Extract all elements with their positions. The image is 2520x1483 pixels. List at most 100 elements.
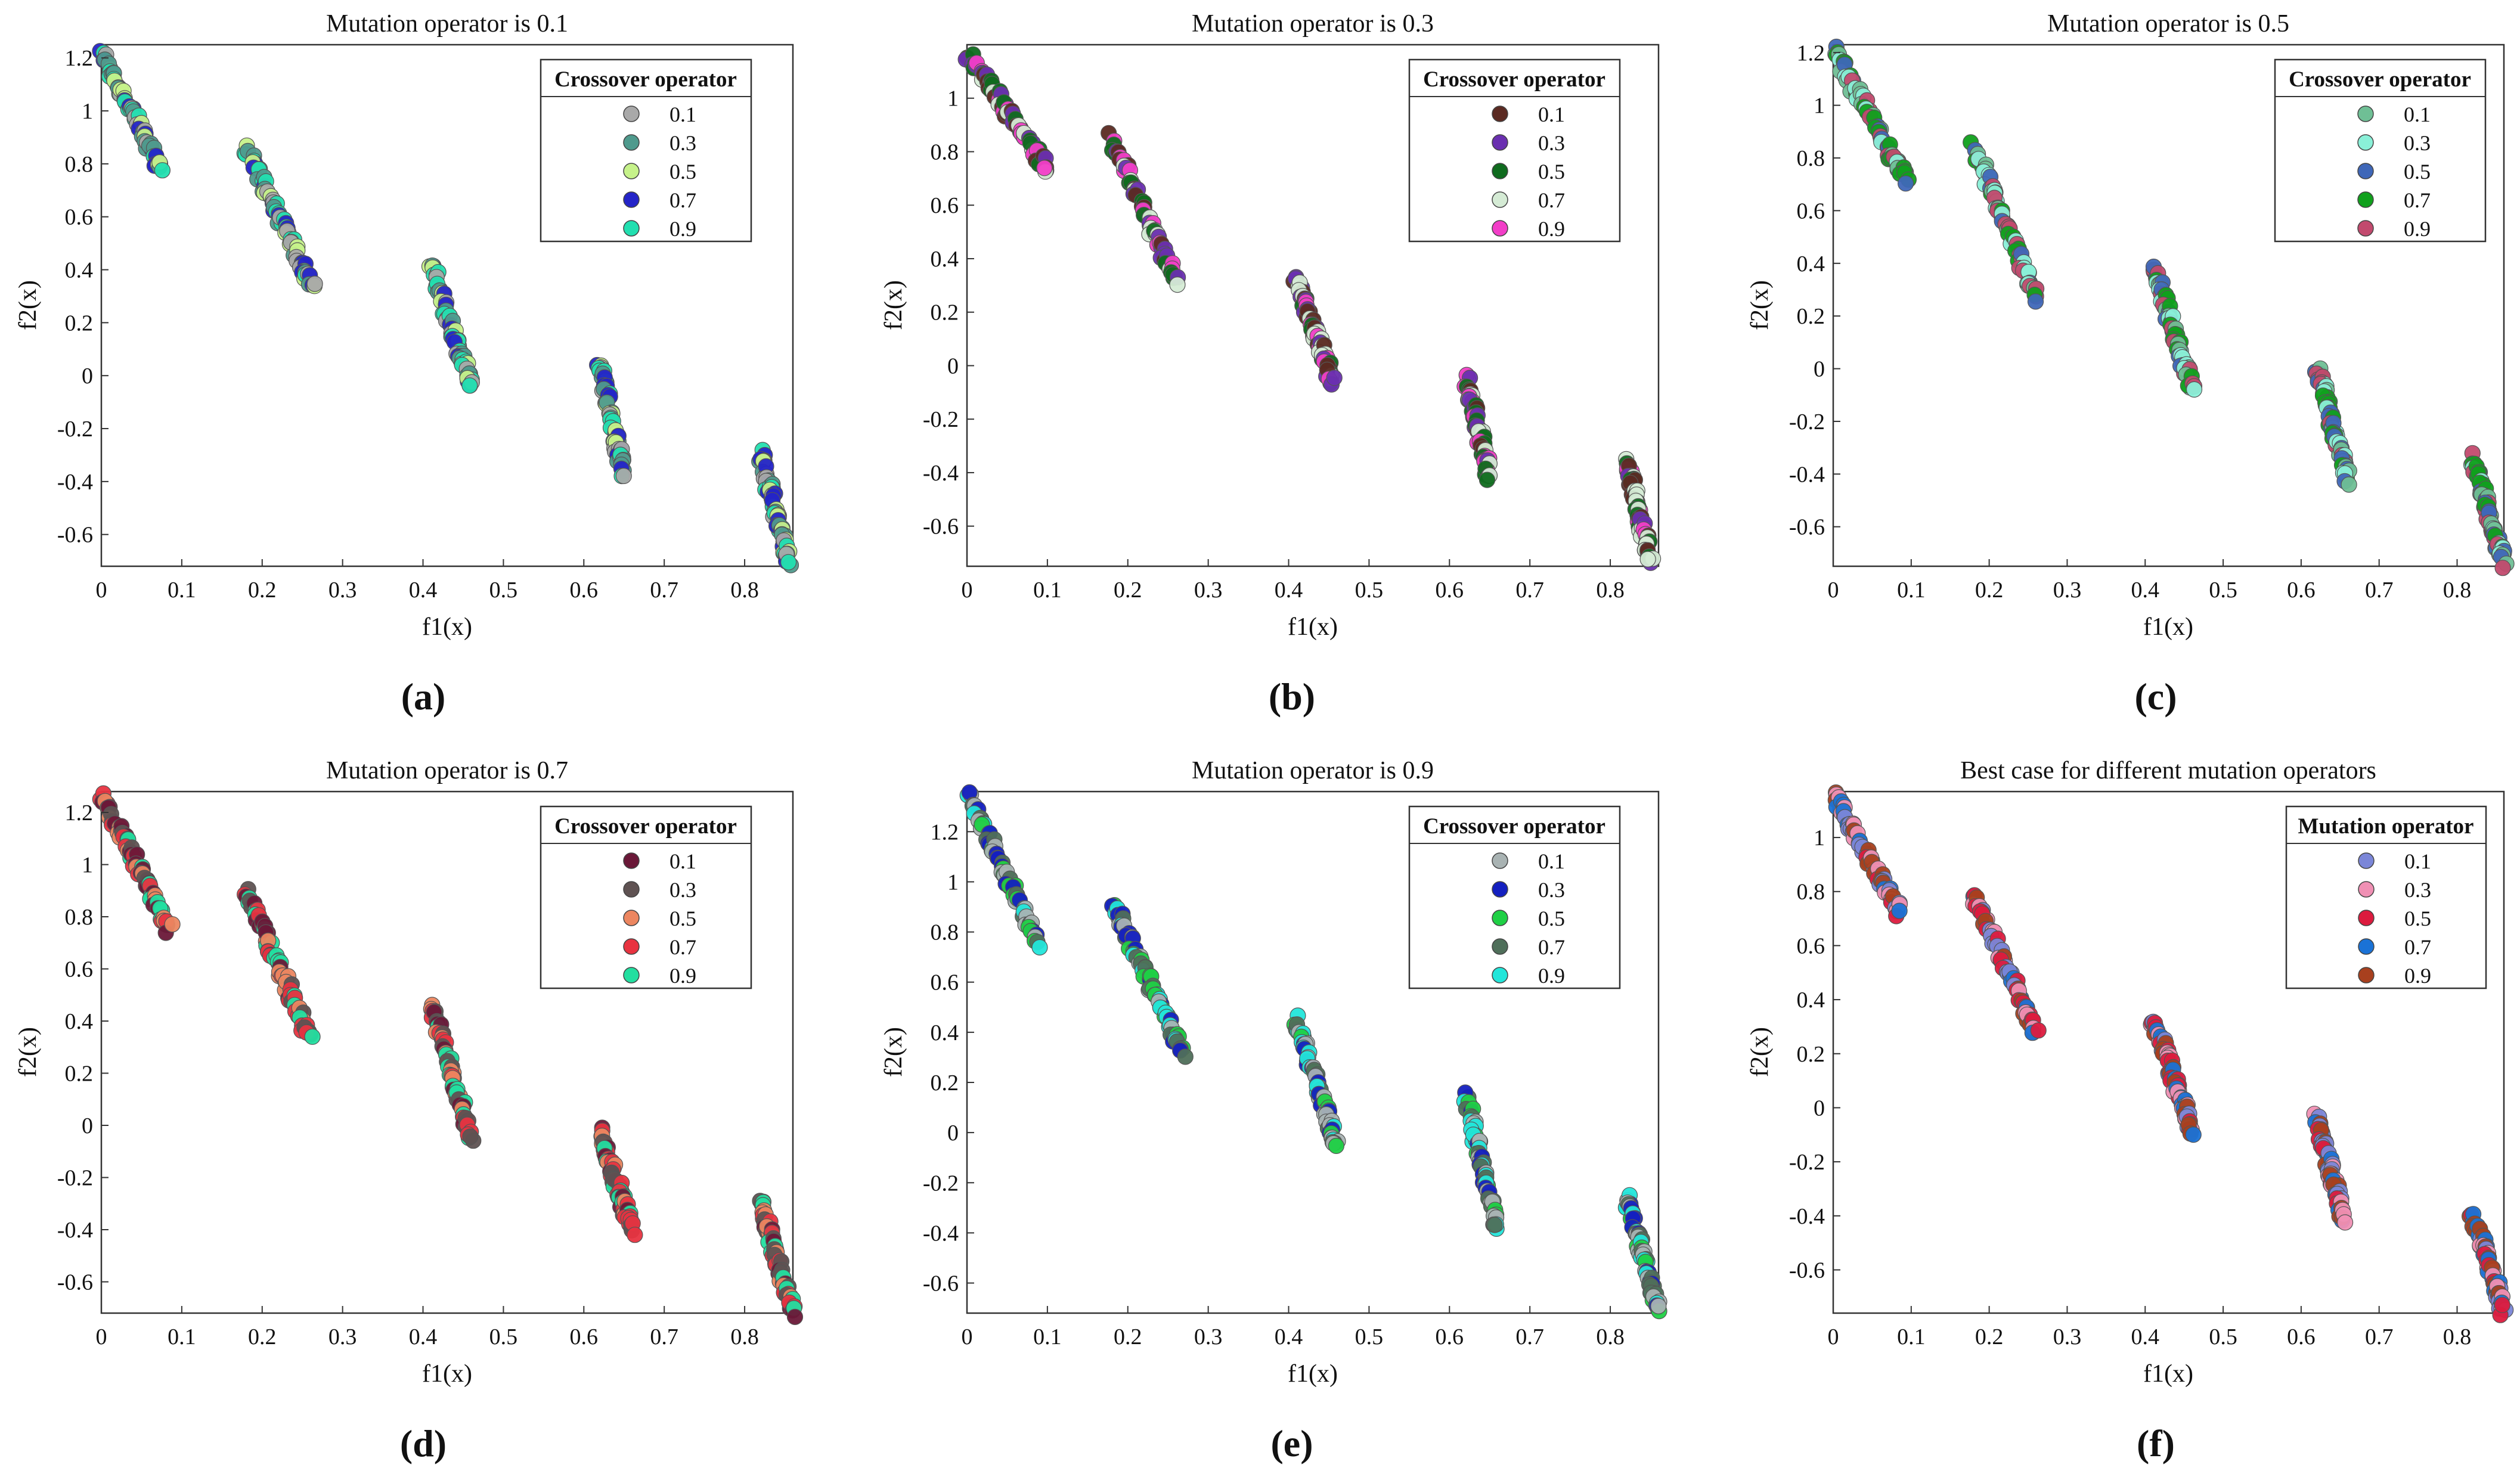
x-tick-label: 0.3 (1194, 1324, 1223, 1349)
x-tick-label: 0.1 (1033, 578, 1062, 603)
y-tick-label: 0.6 (65, 205, 94, 230)
y-tick-label: 0 (82, 364, 93, 389)
y-tick-label: 0.2 (1797, 1042, 1825, 1067)
legend-entry: 0.3 (623, 878, 696, 902)
points-layer (1827, 784, 2514, 1323)
legend-entry: 0.1 (1492, 103, 1565, 126)
chart-title: Mutation operator is 0.1 (326, 10, 568, 38)
y-tick-label: 0.2 (931, 300, 959, 325)
legend-marker (2358, 910, 2375, 926)
legend-entry: 0.9 (1492, 964, 1565, 988)
legend-box (540, 805, 752, 989)
x-tick-label: 0.3 (2053, 578, 2082, 603)
scatter-point (1897, 175, 1914, 192)
legend-entry: 0.1 (623, 103, 696, 126)
legend-label: 0.9 (1538, 964, 1565, 988)
scatter-point (1036, 160, 1053, 176)
legend-marker (1492, 967, 1508, 984)
legend-label: 0.7 (2404, 935, 2431, 959)
y-tick-label: -0.2 (1789, 1150, 1825, 1175)
legend-label: 0.5 (1538, 160, 1565, 184)
x-tick-label: 0.5 (2209, 578, 2237, 603)
scatter-point (2186, 381, 2203, 398)
scatter-point (1650, 1298, 1667, 1314)
legend-title: Crossover operator (554, 814, 737, 839)
legend-marker (1492, 852, 1508, 869)
x-tick-label: 0.7 (1515, 578, 1544, 603)
legend-box (1408, 805, 1621, 989)
y-tick-label: 1 (82, 99, 93, 124)
y-tick-label: 0.8 (65, 152, 94, 177)
panel-b: 0 0.1 0.2 0.3 0.4 0.5 0.6 0.7 0.8 -0.6 -0.4 -0.2 0 0.… (880, 10, 1662, 718)
y-tick-label: -0.4 (923, 1221, 959, 1246)
x-tick-label: 0.5 (1355, 578, 1384, 603)
scatter-point (1169, 277, 1186, 293)
scatter-point (1326, 370, 1343, 386)
x-axis-label: f1(x) (422, 613, 472, 641)
legend-label: 0.7 (669, 188, 696, 212)
scatter-point (1486, 1217, 1503, 1233)
scatter-point (2336, 1214, 2354, 1231)
scatter-point (780, 554, 797, 570)
y-tick-label: -0.6 (923, 514, 959, 539)
panel-caption: (a) (401, 675, 446, 718)
legend-label: 0.9 (2404, 217, 2431, 241)
points-layer (957, 46, 1662, 571)
legend-entry: 0.7 (1492, 188, 1565, 212)
legend-label: 0.9 (1538, 217, 1565, 241)
legend: Crossover operator 0.1 0.3 0.5 0.7 0.9 (540, 805, 752, 989)
chart-title: Mutation operator is 0.5 (2047, 10, 2289, 38)
x-axis-label: f1(x) (2143, 613, 2193, 641)
chart-title: Best case for different mutation operato… (1960, 757, 2376, 784)
legend-box (2285, 805, 2487, 989)
legend-entry: 0.3 (1492, 878, 1565, 902)
ticks-layer: 0 0.1 0.2 0.3 0.4 0.5 0.6 0.7 0.8 -0.6 -0.4 -0.2 0 0.… (57, 46, 759, 603)
legend-box (540, 58, 752, 243)
x-axis-label: f1(x) (2143, 1360, 2193, 1388)
legend-marker (623, 852, 640, 869)
scatter-point (1177, 1048, 1194, 1065)
legend-label: 0.7 (669, 935, 696, 959)
y-tick-label: 0.6 (1797, 198, 1825, 224)
legend-title: Crossover operator (2289, 67, 2471, 92)
legend-label: 0.5 (2404, 907, 2431, 930)
scatter-point (1031, 939, 1048, 955)
y-axis-label: f2(x) (14, 1027, 42, 1077)
legend-marker (623, 134, 640, 151)
y-tick-label: 0.4 (65, 258, 94, 283)
legend-label: 0.9 (669, 217, 696, 241)
legend-entry: 0.5 (1492, 907, 1565, 930)
x-tick-label: 0.8 (2443, 578, 2472, 603)
y-tick-label: 1 (1814, 94, 1825, 119)
legend-entry: 0.7 (2357, 188, 2431, 212)
legend-marker (1492, 163, 1508, 179)
legend-entry: 0.3 (1492, 131, 1565, 155)
x-tick-label: 0.8 (1596, 1324, 1625, 1349)
legend-label: 0.3 (2404, 878, 2431, 902)
x-tick-label: 0.1 (168, 1324, 196, 1349)
x-tick-label: 0.2 (248, 1324, 277, 1349)
legend-label: 0.1 (669, 103, 696, 126)
panel-c: 0 0.1 0.2 0.3 0.4 0.5 0.6 0.7 0.8 -0.6 -0.4 -0.2 0 0.… (1746, 10, 2515, 718)
y-tick-label: 0 (947, 1121, 959, 1146)
legend-label: 0.9 (2404, 964, 2431, 988)
y-axis-label: f2(x) (880, 1027, 907, 1077)
legend-entry: 0.1 (1492, 849, 1565, 873)
x-tick-label: 0.7 (2365, 578, 2394, 603)
y-tick-label: 1 (1814, 826, 1825, 851)
y-tick-label: 1.2 (931, 820, 959, 845)
legend-label: 0.5 (1538, 907, 1565, 930)
legend-entry: 0.9 (2358, 964, 2431, 988)
x-tick-label: 0.8 (2443, 1324, 2472, 1349)
y-tick-label: -0.6 (57, 1270, 93, 1295)
y-tick-label: 0.6 (931, 970, 959, 995)
points-layer (92, 43, 799, 573)
y-tick-label: 1.2 (65, 801, 94, 826)
y-tick-label: 0.2 (65, 311, 94, 336)
legend-marker (1492, 134, 1508, 151)
y-axis-label: f2(x) (14, 280, 42, 330)
x-tick-label: 0.7 (650, 578, 678, 603)
legend-marker (1492, 881, 1508, 898)
legend-label: 0.3 (669, 131, 696, 155)
